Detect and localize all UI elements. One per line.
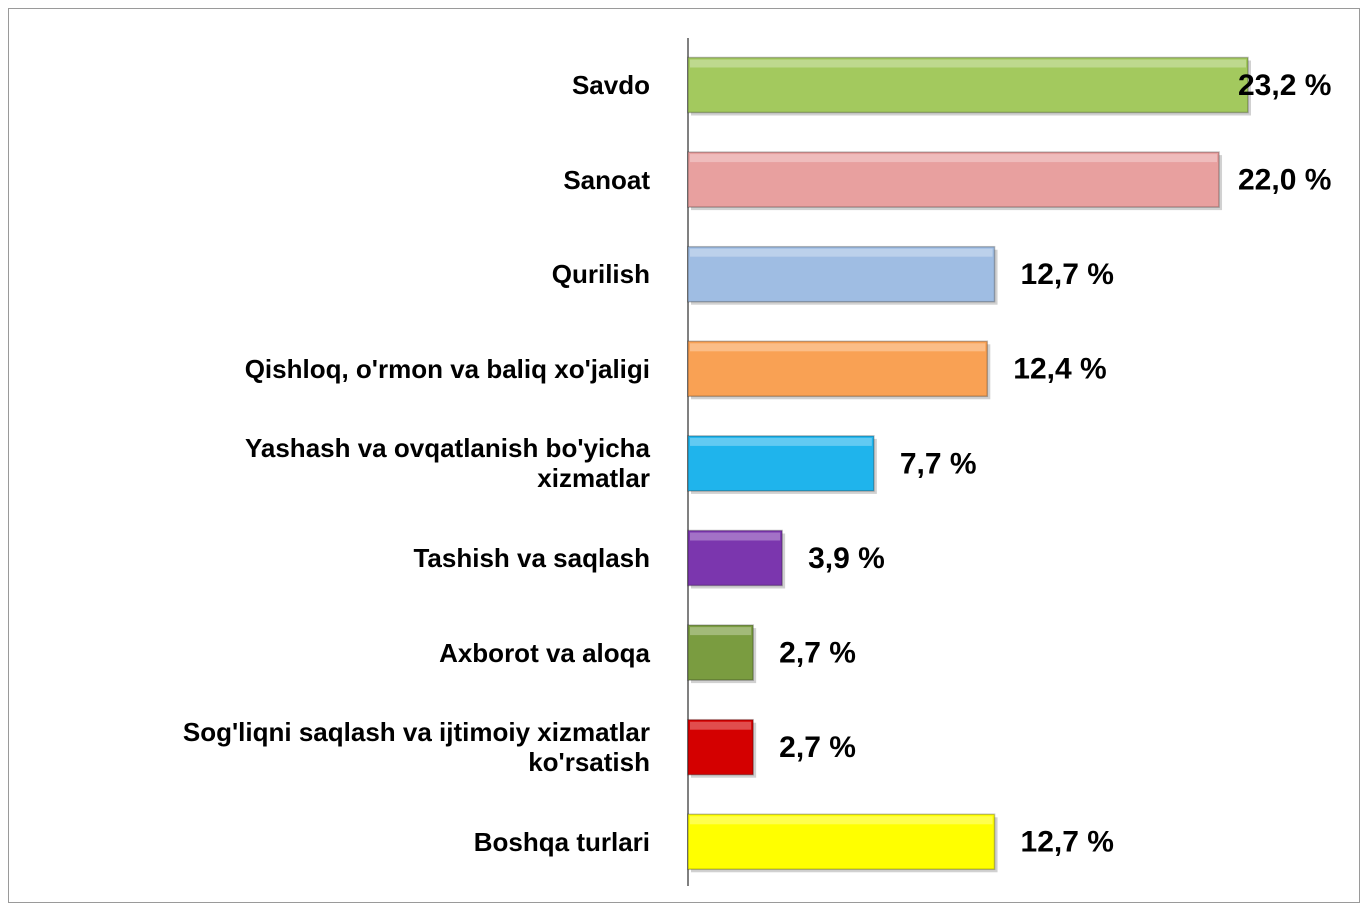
value-label: 12,7 % xyxy=(1021,826,1114,859)
category-label: Qurilish xyxy=(551,259,650,290)
category-label: Qishloq, o'rmon va baliq xo'jaligi xyxy=(244,353,650,384)
category-label: Sog'liqni saqlash va ijtimoiy xizmatlar … xyxy=(182,717,650,778)
value-label: 7,7 % xyxy=(900,447,977,480)
category-label: Axborot va aloqa xyxy=(439,637,650,668)
category-label: Boshqa turlari xyxy=(473,826,650,857)
value-label: 2,7 % xyxy=(779,637,856,670)
bar-highlight xyxy=(690,721,752,730)
value-label: 3,9 % xyxy=(808,542,885,575)
bar-highlight xyxy=(690,154,1218,163)
bar xyxy=(687,529,783,587)
category-label: Sanoat xyxy=(563,164,650,195)
bar-highlight xyxy=(690,59,1246,68)
chart-frame xyxy=(8,8,1360,903)
category-label: Savdo xyxy=(571,70,650,100)
value-label: 12,4 % xyxy=(1013,353,1106,386)
category-label: Yashash va ovqatlanish bo'yicha xizmatla… xyxy=(244,433,650,494)
bar xyxy=(687,718,754,776)
bar xyxy=(687,813,996,871)
value-label: 2,7 % xyxy=(779,731,856,764)
bar xyxy=(687,151,1220,208)
bar-highlight xyxy=(690,248,993,257)
bar-highlight xyxy=(690,627,752,636)
bar-highlight xyxy=(690,532,781,541)
bar xyxy=(687,245,996,303)
bar xyxy=(687,56,1249,114)
bar-highlight xyxy=(690,437,872,446)
value-label: 23,2 % xyxy=(1238,69,1331,102)
bar xyxy=(687,435,875,492)
bar-highlight xyxy=(690,816,993,825)
category-label: Tashish va saqlash xyxy=(413,543,650,573)
bar-highlight xyxy=(690,343,986,352)
bar xyxy=(687,340,989,398)
value-label: 22,0 % xyxy=(1238,164,1331,197)
bar xyxy=(687,624,754,681)
value-label: 12,7 % xyxy=(1021,258,1114,291)
